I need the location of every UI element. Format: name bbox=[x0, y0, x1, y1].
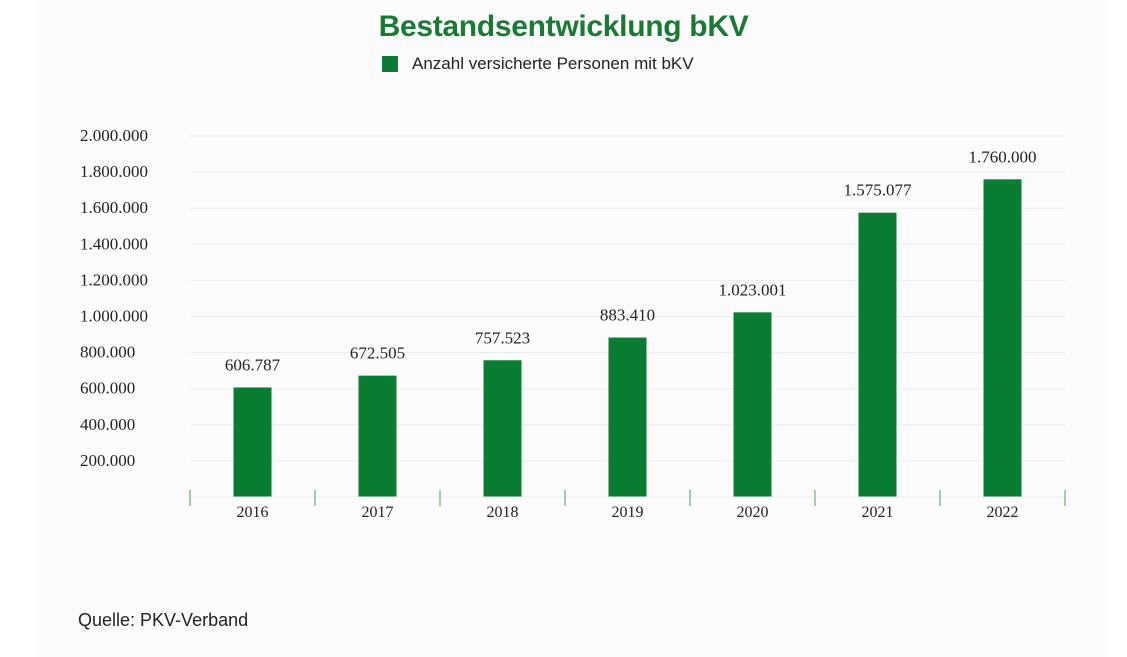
bar-2019 bbox=[608, 337, 647, 497]
bar-2022 bbox=[983, 179, 1022, 497]
data-labels: 606.787 672.505 757.523 883.410 1.023.001 1.5… bbox=[225, 147, 1037, 374]
chart-panel bbox=[36, 0, 1106, 657]
y-axis-tick-labels: 200.000 400.000 600.000 800.000 1.000.000 1.2… bbox=[80, 126, 148, 470]
data-label: 757.523 bbox=[475, 328, 530, 347]
y-tick-label: 2.000.000 bbox=[80, 126, 148, 145]
legend-label: Anzahl versicherte Personen mit bKV bbox=[412, 54, 694, 73]
x-tick-label: 2017 bbox=[362, 504, 394, 521]
y-tick-label: 400.000 bbox=[80, 415, 135, 434]
y-tick-label: 800.000 bbox=[80, 343, 135, 362]
bar-2016 bbox=[233, 387, 272, 497]
source-note: Quelle: PKV-Verband bbox=[78, 610, 249, 630]
y-tick-label: 1.400.000 bbox=[80, 234, 148, 253]
data-label: 606.787 bbox=[225, 355, 281, 374]
y-tick-label: 1.200.000 bbox=[80, 270, 148, 289]
legend: Anzahl versicherte Personen mit bKV bbox=[382, 54, 694, 74]
x-tick-label: 2016 bbox=[237, 504, 269, 521]
legend-swatch bbox=[382, 56, 398, 72]
x-axis: 2016 2017 2018 2019 2020 2021 2022 bbox=[189, 490, 1066, 521]
bars bbox=[233, 179, 1022, 497]
bar-2021 bbox=[858, 212, 897, 497]
x-tick-label: 2021 bbox=[862, 504, 894, 521]
data-label: 1.023.001 bbox=[719, 280, 787, 299]
y-tick-label: 1.600.000 bbox=[80, 198, 148, 217]
x-tick-label: 2022 bbox=[987, 504, 1019, 521]
data-label: 672.505 bbox=[350, 344, 405, 363]
x-tick-label: 2018 bbox=[487, 504, 519, 521]
y-tick-label: 1.000.000 bbox=[80, 307, 148, 326]
bar-2017 bbox=[358, 375, 397, 497]
y-tick-label: 600.000 bbox=[80, 379, 135, 398]
data-label: 883.410 bbox=[600, 306, 655, 325]
chart-title: Bestandsentwicklung bKV bbox=[378, 10, 749, 43]
y-tick-label: 200.000 bbox=[80, 451, 135, 470]
bar-2020 bbox=[733, 312, 772, 497]
x-tick-label: 2020 bbox=[737, 504, 769, 521]
x-tick-label: 2019 bbox=[612, 504, 644, 521]
bar-2018 bbox=[483, 360, 522, 497]
data-label: 1.760.000 bbox=[969, 147, 1037, 166]
y-tick-label: 1.800.000 bbox=[80, 162, 148, 181]
data-label: 1.575.077 bbox=[844, 181, 913, 200]
